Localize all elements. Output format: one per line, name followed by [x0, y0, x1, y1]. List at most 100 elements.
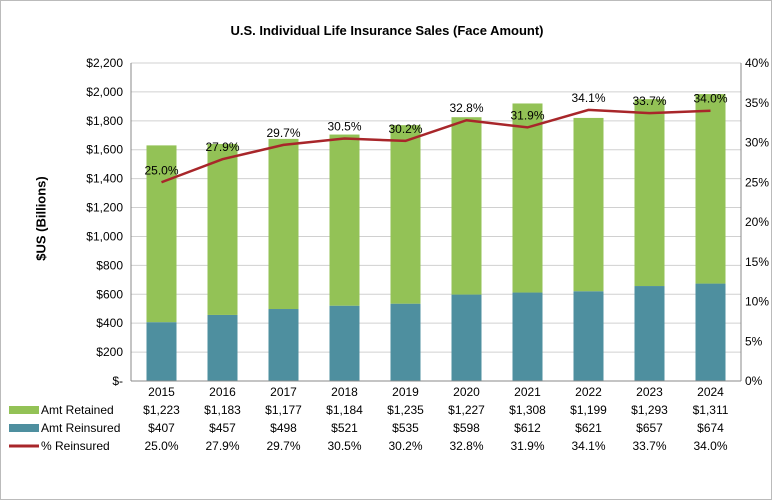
table-cell-pct: 32.8% [449, 439, 483, 453]
table-cell-pct: 31.9% [510, 439, 544, 453]
table-cell-pct: 25.0% [144, 439, 178, 453]
table-cell-retained: $1,223 [143, 403, 180, 417]
x-tick-label: 2024 [697, 385, 724, 399]
table-cell-reinsured: $621 [575, 421, 602, 435]
bar-amt-retained [329, 134, 360, 306]
table-cell-retained: $1,308 [509, 403, 546, 417]
bar-amt-reinsured [634, 286, 665, 381]
table-cell-pct: 34.0% [693, 439, 727, 453]
y-tick-label: $1,800 [86, 114, 123, 128]
table-cell-reinsured: $457 [209, 421, 236, 435]
bar-amt-retained [390, 125, 421, 304]
table-cell-pct: 33.7% [632, 439, 666, 453]
y-tick-label: $800 [96, 258, 123, 272]
x-tick-label: 2021 [514, 385, 541, 399]
y-tick-label: $200 [96, 345, 123, 359]
table-cell-reinsured: $521 [331, 421, 358, 435]
bar-amt-reinsured [329, 305, 360, 381]
table-cell-reinsured: $657 [636, 421, 663, 435]
table-cell-pct: 27.9% [205, 439, 239, 453]
y-tick-label: $1,200 [86, 201, 123, 215]
table-cell-reinsured: $612 [514, 421, 541, 435]
data-label-pct: 34.1% [571, 91, 605, 105]
legend-label-reinsured: Amt Reinsured [41, 421, 120, 435]
x-tick-label: 2017 [270, 385, 297, 399]
x-tick-label: 2016 [209, 385, 236, 399]
data-label-pct: 29.7% [266, 126, 300, 140]
y-tick-label: $600 [96, 287, 123, 301]
y-tick-label: $2,000 [86, 85, 123, 99]
bar-amt-retained [573, 117, 604, 292]
legend-key-retained [9, 406, 39, 414]
bar-amt-reinsured [390, 303, 421, 381]
x-tick-label: 2020 [453, 385, 480, 399]
bar-amt-retained [634, 99, 665, 287]
data-label-pct: 27.9% [205, 140, 239, 154]
bar-amt-retained [207, 143, 238, 315]
x-tick-label: 2019 [392, 385, 419, 399]
x-tick-label: 2023 [636, 385, 663, 399]
y2-tick-label: 40% [745, 56, 769, 70]
table-cell-reinsured: $498 [270, 421, 297, 435]
table-cell-retained: $1,183 [204, 403, 241, 417]
bar-amt-retained [512, 103, 543, 293]
bar-amt-reinsured [512, 292, 543, 381]
data-label-pct: 34.0% [693, 92, 727, 106]
table-cell-pct: 34.1% [571, 439, 605, 453]
legend-key-reinsured [9, 424, 39, 432]
table-cell-pct: 29.7% [266, 439, 300, 453]
chart-title: U.S. Individual Life Insurance Sales (Fa… [230, 23, 544, 38]
data-label-pct: 30.2% [388, 122, 422, 136]
data-label-pct: 31.9% [510, 108, 544, 122]
y-tick-label: $1,600 [86, 143, 123, 157]
bar-amt-retained [268, 138, 299, 310]
bar-amt-reinsured [573, 291, 604, 381]
table-cell-retained: $1,311 [693, 403, 729, 417]
legend-label-retained: Amt Retained [41, 403, 114, 417]
y2-tick-label: 35% [745, 96, 769, 110]
bar-amt-reinsured [268, 309, 299, 381]
bar-amt-reinsured [146, 322, 177, 381]
y-tick-label: $400 [96, 316, 123, 330]
bar-amt-reinsured [451, 294, 482, 381]
y-tick-label: $1,400 [86, 172, 123, 186]
y2-tick-label: 25% [745, 175, 769, 189]
y-tick-label: $2,200 [86, 56, 123, 70]
table-cell-retained: $1,184 [326, 403, 363, 417]
table-cell-reinsured: $598 [453, 421, 480, 435]
y-tick-label: $- [112, 374, 123, 388]
table-cell-pct: 30.2% [388, 439, 422, 453]
y2-tick-label: 15% [745, 255, 769, 269]
data-label-pct: 32.8% [449, 101, 483, 115]
bar-amt-reinsured [207, 314, 238, 381]
table-cell-retained: $1,293 [631, 403, 668, 417]
table-cell-retained: $1,199 [570, 403, 607, 417]
y2-tick-label: 0% [745, 374, 763, 388]
table-cell-reinsured: $535 [392, 421, 419, 435]
data-label-pct: 33.7% [632, 94, 666, 108]
x-tick-label: 2018 [331, 385, 358, 399]
table-cell-pct: 30.5% [327, 439, 361, 453]
line-pct-reinsured [161, 108, 711, 184]
x-tick-label: 2015 [148, 385, 175, 399]
bar-amt-reinsured [695, 283, 726, 381]
table-cell-retained: $1,177 [265, 403, 302, 417]
table-cell-retained: $1,235 [387, 403, 424, 417]
data-label-pct: 25.0% [144, 163, 178, 177]
bar-amt-retained [451, 117, 482, 295]
legend-label-pct: % Reinsured [41, 439, 110, 453]
data-label-pct: 30.5% [327, 120, 361, 134]
bar-amt-retained [695, 94, 726, 284]
x-tick-label: 2022 [575, 385, 602, 399]
y2-tick-label: 5% [745, 334, 763, 348]
y-tick-label: $1,000 [86, 229, 123, 243]
y2-tick-label: 20% [745, 215, 769, 229]
y2-tick-label: 30% [745, 136, 769, 150]
y2-tick-label: 10% [745, 295, 769, 309]
bar-amt-retained [146, 145, 177, 323]
table-cell-retained: $1,227 [448, 403, 485, 417]
table-cell-reinsured: $407 [148, 421, 175, 435]
table-cell-reinsured: $674 [697, 421, 724, 435]
